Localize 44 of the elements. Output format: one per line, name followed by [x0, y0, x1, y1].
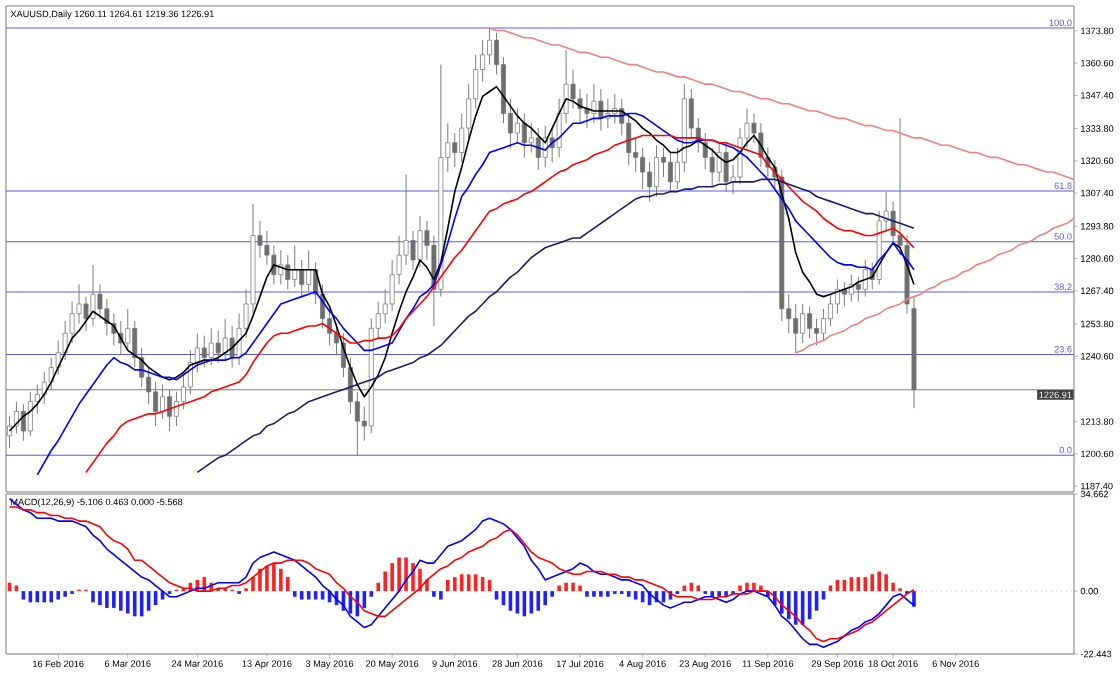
candlestick: [702, 132, 708, 171]
candlestick: [855, 276, 861, 302]
candlestick: [125, 308, 131, 351]
candlestick: [800, 303, 806, 344]
candlestick: [27, 391, 33, 437]
candlestick: [640, 147, 646, 190]
candlestick: [654, 144, 659, 197]
candlestick: [278, 249, 284, 285]
candlestick: [417, 215, 423, 268]
candlestick: [215, 330, 221, 364]
candlestick: [153, 381, 159, 427]
candlestick: [299, 259, 305, 298]
candlestick: [591, 83, 597, 124]
candlestick: [668, 152, 673, 193]
candlestick: [814, 318, 820, 346]
candlestick: [598, 88, 604, 131]
candlestick: [862, 259, 868, 298]
candlestick: [521, 113, 527, 158]
candlestick: [487, 27, 492, 66]
candlestick: [174, 391, 179, 427]
candlestick: [828, 293, 833, 327]
candlestick: [167, 388, 172, 432]
candlestick: [452, 132, 458, 168]
candlestick: [807, 305, 813, 339]
candlestick: [7, 415, 12, 449]
candlestick: [584, 93, 590, 129]
candlestick: [841, 281, 847, 307]
candlestick: [306, 249, 312, 293]
candlestick: [20, 403, 26, 442]
candlestick: [201, 335, 207, 368]
candlestick: [222, 318, 228, 361]
candlestick: [716, 142, 722, 183]
candlestick: [626, 113, 632, 166]
candlestick: [208, 327, 214, 366]
candlestick: [194, 332, 200, 373]
candlestick: [514, 108, 520, 144]
candlestick: [835, 279, 840, 315]
candlestick: [793, 303, 799, 354]
candlestick: [528, 122, 534, 153]
candlestick: [160, 384, 165, 420]
candlestick: [821, 308, 826, 342]
candlestick: [90, 264, 96, 327]
candlestick: [535, 127, 541, 171]
candlestick: [647, 161, 653, 202]
